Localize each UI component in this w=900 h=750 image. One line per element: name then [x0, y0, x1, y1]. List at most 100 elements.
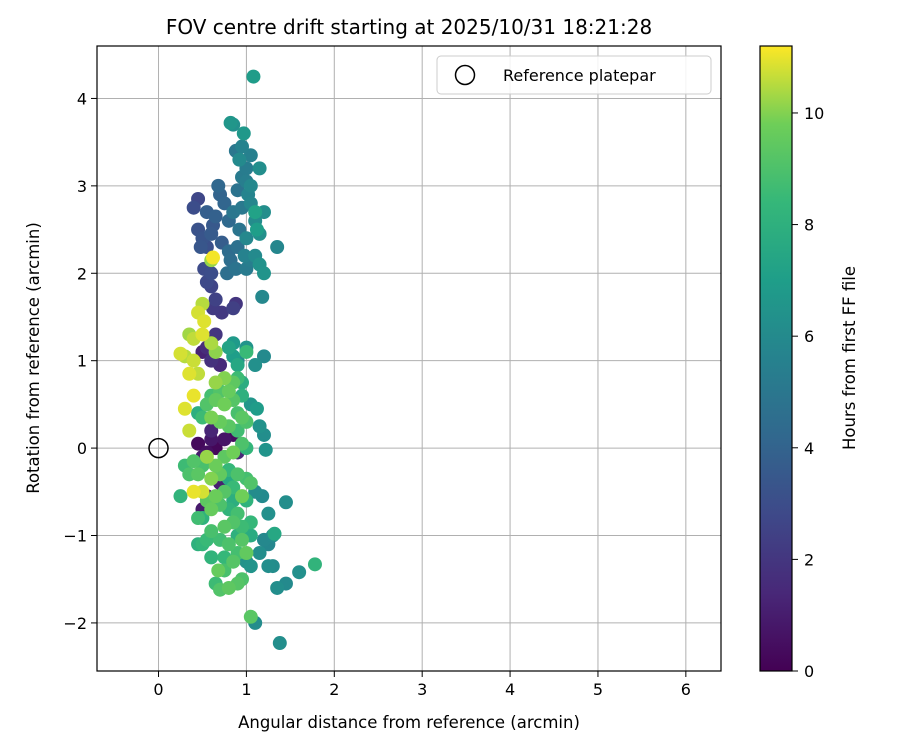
data-point: [243, 559, 258, 574]
data-point: [186, 353, 201, 368]
chart-title: FOV centre drift starting at 2025/10/31 …: [166, 15, 652, 39]
data-point: [204, 524, 219, 539]
data-point: [173, 346, 188, 361]
y-tick-label: 1: [77, 352, 87, 371]
y-tick-label: 3: [77, 177, 87, 196]
legend-label: Reference platepar: [503, 66, 656, 85]
legend-box: [436, 55, 712, 95]
colorbar: 0 2 4 6 8 10 Hours from first FF file: [759, 45, 859, 681]
data-point: [239, 545, 254, 560]
data-point: [221, 537, 236, 552]
x-tick-label: 5: [593, 680, 603, 699]
data-point: [235, 139, 250, 154]
data-point: [235, 436, 250, 451]
x-tick-label: 1: [241, 680, 251, 699]
x-axis-ticks: 0 1 2 3 4 5 6: [153, 671, 691, 699]
colorbar-gradient: [759, 45, 793, 672]
data-point: [186, 454, 201, 469]
data-point: [237, 248, 252, 263]
data-point: [197, 314, 212, 329]
data-point: [211, 178, 226, 193]
data-point: [235, 410, 250, 425]
y-axis-label: Rotation from reference (arcmin): [24, 222, 43, 494]
data-point: [252, 419, 267, 434]
colorbar-tick-label: 8: [804, 216, 814, 235]
data-point: [221, 580, 236, 595]
data-point: [208, 209, 223, 224]
data-point: [261, 506, 276, 521]
y-tick-label: −1: [63, 527, 87, 546]
data-point: [270, 240, 285, 255]
data-point: [182, 423, 197, 438]
data-point: [256, 349, 271, 364]
data-point: [243, 476, 258, 491]
data-point: [270, 580, 285, 595]
data-point: [191, 436, 206, 451]
plot-frame: [96, 45, 722, 672]
data-point: [248, 205, 263, 220]
data-point: [223, 115, 238, 130]
legend: Reference platepar: [436, 55, 712, 95]
colorbar-tick-label: 2: [804, 550, 814, 569]
data-point: [177, 401, 192, 416]
data-point: [204, 550, 219, 565]
x-tick-label: 3: [417, 680, 427, 699]
colorbar-label: Hours from first FF file: [840, 266, 859, 450]
data-point: [204, 471, 219, 486]
data-point: [255, 289, 270, 304]
data-point: [261, 559, 276, 574]
data-point: [217, 432, 232, 447]
x-tick-label: 4: [505, 680, 515, 699]
data-point: [243, 609, 258, 624]
colorbar-tick-label: 6: [804, 327, 814, 346]
data-point: [228, 261, 243, 276]
data-point: [199, 449, 214, 464]
colorbar-tick-label: 10: [804, 104, 824, 123]
data-point: [182, 366, 197, 381]
data-point: [217, 519, 232, 534]
data-point: [211, 563, 226, 578]
data-point: [248, 358, 263, 373]
data-points: [173, 69, 322, 651]
data-point: [267, 526, 282, 541]
data-point: [208, 375, 223, 390]
data-point: [243, 148, 258, 163]
data-point: [193, 240, 208, 255]
reference-platepar-marker: [148, 437, 169, 459]
data-point: [173, 489, 188, 504]
data-point: [204, 266, 219, 281]
data-point: [191, 467, 206, 482]
data-point: [217, 397, 232, 412]
legend-open-circle-icon: [454, 64, 476, 86]
colorbar-tick-label: 0: [804, 662, 814, 681]
data-point: [217, 196, 232, 211]
x-tick-label: 0: [153, 680, 163, 699]
x-tick-label: 6: [681, 680, 691, 699]
data-point: [221, 384, 236, 399]
colorbar-tick-label: 4: [804, 439, 814, 458]
data-point: [230, 467, 245, 482]
data-point: [208, 458, 223, 473]
data-point: [258, 442, 273, 457]
data-point: [307, 557, 322, 572]
data-point: [252, 545, 267, 560]
data-point: [204, 410, 219, 425]
colorbar-ticks: 0 2 4 6 8 10: [792, 104, 824, 681]
data-point: [226, 301, 241, 316]
data-point: [249, 222, 264, 237]
data-point: [226, 554, 241, 569]
data-point: [239, 344, 254, 359]
data-point: [256, 266, 271, 281]
data-point: [278, 495, 293, 510]
x-axis-label: Angular distance from reference (arcmin): [238, 713, 580, 732]
data-point: [230, 183, 245, 198]
data-point: [204, 423, 219, 438]
data-point: [208, 292, 223, 307]
data-point: [272, 636, 287, 651]
data-point: [204, 226, 219, 241]
data-point: [195, 327, 210, 342]
data-point: [208, 489, 223, 504]
data-point: [236, 126, 251, 141]
y-tick-label: 2: [77, 264, 87, 283]
